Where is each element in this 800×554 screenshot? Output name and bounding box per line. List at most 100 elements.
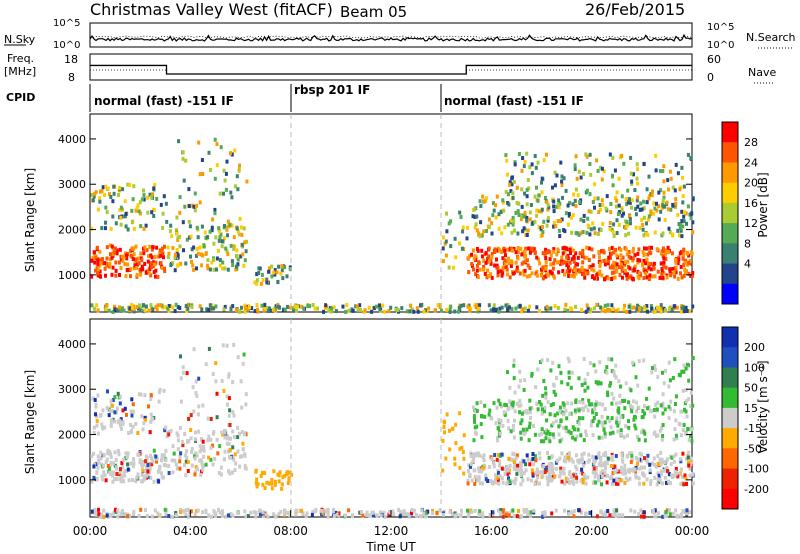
data-cell bbox=[672, 459, 676, 464]
data-cell bbox=[487, 303, 491, 308]
data-cell bbox=[182, 248, 185, 253]
data-cell bbox=[469, 462, 473, 466]
data-cell bbox=[604, 258, 607, 263]
data-cell bbox=[458, 241, 461, 246]
data-cell bbox=[562, 176, 566, 181]
data-cell bbox=[638, 481, 641, 486]
data-cell bbox=[543, 405, 547, 410]
data-cell bbox=[653, 508, 657, 513]
data-cell bbox=[502, 208, 506, 213]
data-cell bbox=[484, 477, 488, 482]
data-cell bbox=[501, 423, 505, 428]
data-cell bbox=[569, 273, 573, 278]
data-cell bbox=[126, 467, 130, 472]
data-cell bbox=[186, 469, 190, 473]
data-cell bbox=[514, 306, 518, 311]
data-cell bbox=[487, 259, 491, 264]
data-cell bbox=[656, 471, 660, 476]
y-tick-label: 2000 bbox=[58, 429, 86, 442]
data-cell bbox=[645, 200, 649, 205]
data-cell bbox=[131, 478, 134, 482]
data-cell bbox=[220, 244, 224, 249]
data-cell bbox=[143, 415, 147, 420]
data-cell bbox=[511, 400, 515, 405]
data-cell bbox=[91, 255, 95, 260]
data-cell bbox=[541, 265, 545, 270]
nave-tick-bottom: 0 bbox=[707, 71, 714, 84]
data-cell bbox=[467, 463, 471, 468]
data-cell bbox=[632, 305, 636, 310]
data-cell bbox=[150, 462, 154, 467]
data-cell bbox=[668, 230, 672, 235]
data-cell bbox=[548, 412, 552, 417]
data-cell bbox=[475, 228, 479, 233]
data-cell bbox=[662, 179, 666, 184]
data-cell bbox=[512, 376, 516, 381]
data-cell bbox=[601, 248, 605, 253]
data-cell bbox=[524, 259, 528, 264]
data-cell bbox=[662, 256, 666, 261]
data-cell bbox=[448, 509, 452, 514]
data-cell bbox=[661, 254, 665, 259]
data-cell bbox=[351, 308, 355, 313]
data-cell bbox=[517, 201, 521, 206]
data-cell bbox=[540, 180, 543, 185]
data-cell bbox=[496, 273, 500, 278]
data-cell bbox=[109, 451, 113, 456]
data-cell bbox=[585, 154, 589, 159]
data-cell bbox=[607, 357, 611, 362]
data-cell bbox=[638, 466, 642, 471]
data-cell bbox=[613, 168, 617, 173]
data-cell bbox=[658, 428, 662, 433]
data-cell bbox=[577, 169, 581, 174]
data-cell bbox=[445, 412, 449, 417]
data-cell bbox=[471, 248, 475, 253]
data-cell bbox=[109, 460, 113, 465]
data-cell bbox=[473, 419, 476, 424]
cpid-segment-1: normal (fast) -151 IF bbox=[94, 94, 234, 108]
data-cell bbox=[512, 219, 516, 224]
data-cell bbox=[178, 455, 182, 459]
data-cell bbox=[500, 273, 504, 278]
data-cell bbox=[503, 412, 507, 417]
data-cell bbox=[582, 272, 586, 277]
data-cell bbox=[681, 509, 685, 514]
data-cell bbox=[655, 247, 659, 252]
data-cell bbox=[153, 508, 157, 513]
data-cell bbox=[192, 204, 196, 209]
data-cell bbox=[162, 388, 166, 393]
data-cell bbox=[601, 469, 605, 474]
data-cell bbox=[560, 258, 564, 263]
data-cell bbox=[129, 267, 133, 272]
data-cell bbox=[129, 253, 133, 258]
data-cell bbox=[186, 440, 190, 444]
data-cell bbox=[552, 204, 556, 209]
data-cell bbox=[119, 257, 123, 262]
data-cell bbox=[632, 172, 635, 177]
data-cell bbox=[288, 470, 292, 475]
data-cell bbox=[683, 407, 686, 412]
data-cell bbox=[587, 265, 591, 269]
data-cell bbox=[150, 456, 153, 461]
colorbar-swatch bbox=[722, 283, 738, 305]
data-cell bbox=[455, 512, 459, 517]
data-cell bbox=[96, 262, 100, 267]
data-cell bbox=[308, 304, 312, 309]
data-cell bbox=[181, 220, 185, 225]
data-cell bbox=[645, 477, 649, 482]
data-cell bbox=[458, 513, 462, 518]
data-cell bbox=[148, 466, 152, 471]
data-cell bbox=[211, 372, 215, 376]
data-cell bbox=[227, 374, 231, 379]
data-cell bbox=[201, 510, 204, 515]
data-cell bbox=[306, 304, 310, 309]
data-cell bbox=[685, 511, 689, 516]
data-cell bbox=[231, 429, 235, 434]
data-cell bbox=[528, 304, 532, 309]
data-cell bbox=[131, 464, 135, 469]
data-cell bbox=[553, 275, 556, 280]
data-cell bbox=[627, 274, 631, 279]
data-cell bbox=[122, 457, 125, 462]
data-cell bbox=[660, 269, 664, 274]
data-cell bbox=[547, 455, 551, 460]
